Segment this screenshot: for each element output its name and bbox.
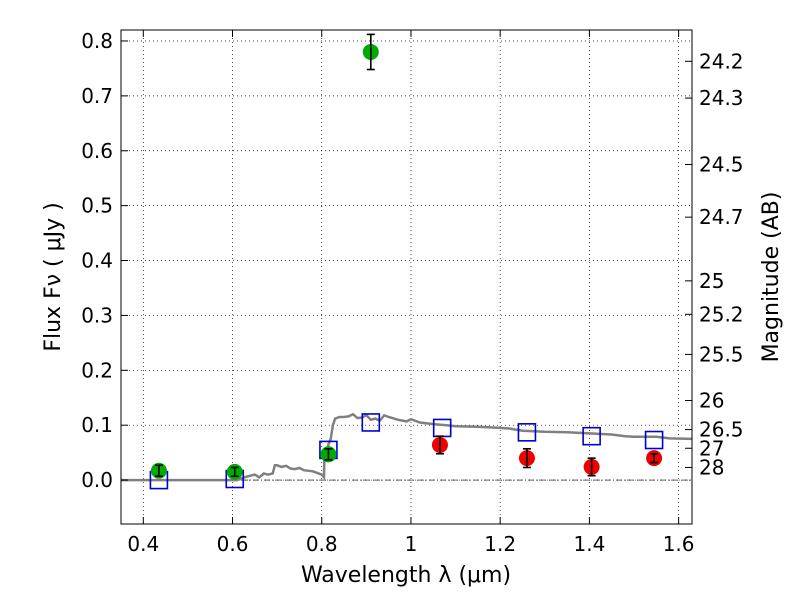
magnitude-axis-label: Magnitude (AB) (759, 192, 784, 363)
magnitude-tick-label: 25 (699, 269, 724, 293)
y-tick-label: 0.4 (81, 249, 113, 273)
x-tick-label: 0.6 (217, 532, 249, 556)
magnitude-tick-label: 26.5 (699, 418, 744, 442)
model-spectrum-line (121, 412, 692, 482)
grid-lines (121, 30, 692, 524)
magnitude-tick-label: 28 (699, 455, 724, 479)
model-photometry-square (582, 426, 601, 446)
magnitude-tick-label: 26 (699, 389, 724, 413)
plot-area (121, 33, 692, 490)
magnitude-tick-label: 25.5 (699, 342, 744, 366)
y-tick-label: 0.3 (81, 303, 113, 327)
model-photometry-square (517, 423, 537, 442)
magnitude-tick-label: 24.5 (699, 152, 744, 176)
model-photometry-square (644, 430, 664, 450)
x-axis-label: Wavelength λ (μm) (301, 563, 511, 588)
y-tick-label: 0.6 (81, 139, 113, 163)
y-tick-label: 0.2 (81, 358, 113, 382)
magnitude-tick-label: 24.3 (699, 86, 744, 110)
y-tick-label: 0.1 (81, 413, 113, 437)
y-tick-label: 0.0 (81, 468, 113, 492)
y-tick-label: 0.5 (81, 194, 113, 218)
magnitude-tick-label: 24.7 (699, 205, 744, 229)
y-tick-label: 0.7 (81, 84, 113, 108)
plot-content (121, 33, 692, 490)
x-tick-label: 1.2 (484, 532, 516, 556)
magnitude-tick-label: 24.2 (699, 49, 744, 73)
x-tick-label: 1 (405, 532, 418, 556)
y-axis-ticks: 0.0 0.1 0.2 0.3 0.4 0.5 0.6 0.7 0.8 (81, 29, 128, 492)
x-tick-label: 0.8 (306, 532, 338, 556)
model-photometry-square (361, 413, 381, 432)
plot-frame (120, 29, 693, 525)
x-axis-ticks: 0.4 0.6 0.8 1 1.2 1.4 1.6 (127, 30, 695, 556)
y-tick-label: 0.8 (81, 29, 113, 53)
magnitude-tick-label: 25.2 (699, 302, 744, 326)
x-tick-label: 1.6 (663, 532, 695, 556)
magnitude-tick-label: 27 (699, 436, 724, 460)
y-axis-label: Flux Fν ( μJy ) (41, 202, 66, 351)
model-photometry-square (432, 418, 452, 438)
x-tick-label: 0.4 (127, 532, 159, 556)
x-tick-label: 1.4 (573, 532, 605, 556)
